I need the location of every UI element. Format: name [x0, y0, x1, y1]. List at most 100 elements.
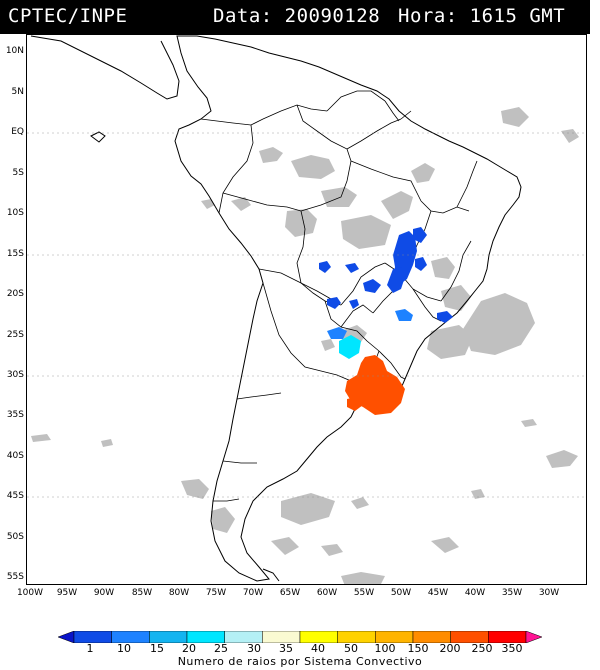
border — [326, 90, 386, 112]
colorbar-title: Numero de raios por Sistema Convectivo — [177, 655, 423, 668]
lightning-cluster — [437, 311, 453, 323]
cloud-patch — [201, 199, 215, 209]
lon-label: 40W — [464, 588, 486, 598]
cloud-patch — [231, 197, 251, 211]
cloud-patch — [431, 537, 459, 553]
border — [378, 350, 406, 380]
colorbar-label: 350 — [501, 642, 523, 655]
border — [346, 118, 402, 150]
border — [456, 160, 478, 208]
colorbar-bar — [57, 630, 543, 644]
cloud-patch — [181, 479, 209, 499]
lon-label: 30W — [538, 588, 560, 598]
lightning-cluster — [387, 267, 405, 293]
lon-label: 80W — [168, 588, 190, 598]
colorbar-label: 30 — [247, 642, 261, 655]
lightning-cluster — [349, 299, 359, 309]
border — [350, 160, 422, 202]
border — [296, 104, 352, 212]
cloud-patch — [321, 544, 343, 556]
cloud-patch — [471, 489, 485, 499]
border — [324, 300, 380, 352]
cloud-patch — [411, 163, 435, 183]
colorbar — [57, 628, 543, 644]
border — [384, 100, 400, 122]
convective-systems — [319, 227, 453, 415]
border — [300, 282, 332, 300]
cloud-patch — [211, 507, 235, 533]
cloud-patch — [546, 450, 578, 468]
colorbar-segment — [525, 630, 543, 644]
lon-label: 50W — [390, 588, 412, 598]
lon-label: 60W — [316, 588, 338, 598]
colorbar-label: 15 — [150, 642, 164, 655]
lon-label: 100W — [16, 588, 44, 598]
cloud-patch — [341, 215, 391, 249]
continent-outline — [174, 35, 522, 582]
lightning-cluster — [395, 309, 413, 321]
lat-label: 45S — [6, 491, 24, 501]
border — [296, 210, 306, 284]
lon-label: 85W — [131, 588, 153, 598]
border — [420, 200, 470, 214]
cloud-patch — [101, 439, 113, 447]
colorbar-segment — [57, 630, 75, 644]
colorbar-label: 40 — [311, 642, 325, 655]
cloud-patch — [31, 434, 51, 442]
border — [200, 104, 328, 126]
cloud-patch — [521, 419, 537, 427]
colorbar-label: 150 — [407, 642, 429, 655]
cloud-patch — [427, 325, 473, 359]
lat-label: 35S — [6, 410, 24, 420]
lightning-cluster — [345, 263, 359, 273]
border — [340, 262, 386, 306]
graticule — [27, 132, 586, 498]
cloud-cover — [31, 107, 579, 584]
lon-label: 35W — [501, 588, 523, 598]
border — [236, 392, 282, 400]
colorbar-label: 200 — [439, 642, 461, 655]
lon-label: 75W — [205, 588, 227, 598]
cloud-patch — [341, 572, 385, 584]
colorbar-label: 1 — [86, 642, 94, 655]
lon-label: 45W — [427, 588, 449, 598]
lightning-cluster — [345, 355, 405, 415]
cloud-patch — [271, 537, 299, 555]
border — [400, 110, 412, 120]
lat-label: 30S — [6, 370, 24, 380]
map-canvas — [27, 35, 586, 584]
colorbar-label: 50 — [344, 642, 358, 655]
cloud-patch — [463, 293, 535, 355]
cloud-patch — [281, 493, 335, 525]
colorbar-label: 20 — [182, 642, 196, 655]
lightning-cluster — [413, 227, 427, 243]
map-panel — [26, 34, 587, 585]
time-label: Hora: 1615 GMT — [398, 5, 566, 27]
cloud-patch — [351, 497, 369, 509]
colorbar-label: 100 — [374, 642, 396, 655]
lightning-cluster — [327, 327, 347, 339]
lat-label: 10N — [5, 46, 24, 56]
lat-label: 5N — [11, 87, 24, 97]
lightning-cluster — [339, 335, 361, 359]
lon-label: 90W — [93, 588, 115, 598]
border — [412, 288, 442, 322]
lat-label: 15S — [6, 249, 24, 259]
country-borders — [200, 90, 478, 502]
title-bar: CPTEC/INPE Data: 20090128 Hora: 1615 GMT — [0, 0, 590, 34]
central-america — [30, 35, 180, 100]
lightning-cluster — [415, 257, 427, 271]
lat-label: 25S — [6, 330, 24, 340]
lat-label: 20S — [6, 289, 24, 299]
border — [213, 498, 240, 502]
island — [262, 568, 280, 582]
border — [222, 460, 257, 464]
lightning-cluster — [327, 297, 341, 309]
colorbar-label: 250 — [471, 642, 493, 655]
coastline — [30, 35, 522, 582]
lat-label: EQ — [11, 127, 24, 137]
lat-label: 10S — [6, 208, 24, 218]
border — [340, 304, 374, 328]
cloud-patch — [561, 129, 579, 143]
cloud-patch — [259, 147, 283, 163]
